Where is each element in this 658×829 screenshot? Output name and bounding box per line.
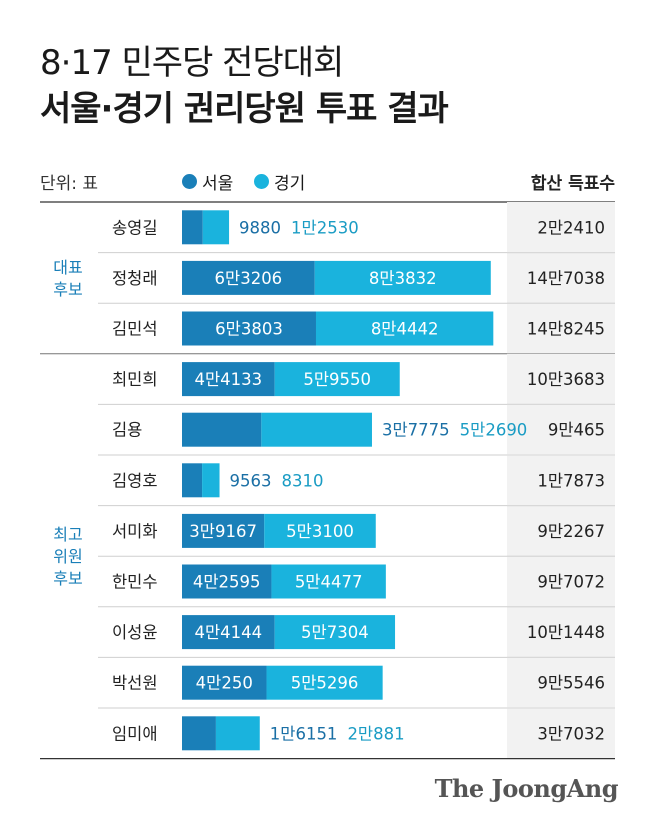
candidate-name: 임미애 (112, 724, 158, 743)
bar-label-gyeonggi: 2만881 (347, 724, 404, 743)
group-label: 대표 (53, 258, 82, 277)
candidate-name: 정청래 (112, 269, 158, 288)
candidate-name: 박선원 (112, 674, 158, 693)
title-line-2: 서울·경기 권리당원 투표 결과 (40, 89, 449, 129)
bar-gyeonggi (315, 311, 494, 346)
bar-label-gyeonggi: 5만4477 (295, 573, 363, 592)
bar-label-gyeonggi: 5만9550 (303, 370, 371, 389)
bar-label-seoul: 6만3206 (215, 269, 283, 288)
total-value: 9만5546 (537, 674, 605, 693)
candidate-name: 이성윤 (112, 623, 158, 642)
candidate-name: 서미화 (112, 522, 158, 541)
candidate-name: 김용 (112, 421, 142, 440)
total-value: 10만3683 (527, 370, 605, 389)
title-line-1: 8·17 민주당 전당대회 (40, 43, 344, 83)
bar-label-gyeonggi: 8만3832 (369, 269, 437, 288)
bar-label-seoul: 4만4144 (195, 623, 263, 642)
bar-seoul (182, 412, 262, 447)
candidate-name: 송영길 (112, 218, 158, 237)
bar-gyeonggi (274, 362, 400, 397)
total-value: 9만2267 (537, 522, 605, 541)
bar-seoul (182, 362, 275, 397)
bar-seoul (182, 564, 272, 599)
group-label: 최고 (53, 525, 82, 544)
total-header: 합산 득표수 (530, 174, 615, 194)
bar-label-seoul: 9880 (239, 218, 281, 237)
legend-item-seoul: 서울 (182, 169, 233, 194)
bar-seoul (182, 716, 216, 751)
legend-row: 단위: 표 서울 경기 합산 득표수 (40, 165, 615, 195)
total-value: 9만465 (548, 421, 605, 440)
bar-label-seoul: 1만6151 (270, 724, 338, 743)
candidate-name: 최민희 (112, 370, 158, 389)
total-value: 1만7873 (537, 471, 605, 490)
legend-dot-seoul (182, 174, 197, 189)
total-value: 14만7038 (527, 269, 605, 288)
total-value: 3만7032 (537, 724, 605, 743)
bar-label-gyeonggi: 5만7304 (301, 623, 369, 642)
unit-label: 단위: 표 (40, 174, 99, 194)
bar-seoul (182, 513, 265, 548)
bar-label-gyeonggi: 8만4442 (371, 320, 439, 339)
legend-label-gyeonggi: 경기 (274, 174, 306, 194)
bar-gyeonggi (215, 716, 260, 751)
bar-label-seoul: 3만7775 (382, 421, 450, 440)
bar-label-seoul: 6만3803 (215, 320, 283, 339)
total-value: 14만8245 (527, 320, 605, 339)
bar-gyeonggi (202, 210, 230, 245)
candidate-name: 김영호 (112, 471, 158, 490)
bar-seoul (182, 463, 203, 498)
bar-gyeonggi (314, 260, 491, 295)
total-value: 2만2410 (537, 218, 605, 237)
bar-label-gyeonggi: 5만2690 (460, 421, 528, 440)
legend-dot-gyeonggi (254, 174, 269, 189)
group-label: 후보 (53, 280, 82, 299)
group-label: 위원 (53, 547, 82, 566)
bar-gyeonggi (261, 412, 372, 447)
legend-item-gyeonggi: 경기 (254, 169, 305, 194)
bar-label-seoul: 4만4133 (195, 370, 263, 389)
bar-label-gyeonggi: 5만3100 (286, 522, 354, 541)
total-column-bg (507, 202, 615, 354)
bar-seoul (182, 260, 315, 295)
bar-label-gyeonggi: 5만5296 (291, 674, 359, 693)
bar-label-seoul: 3만9167 (189, 522, 257, 541)
bar-gyeonggi (271, 564, 386, 599)
total-value: 10만1448 (527, 623, 605, 642)
bar-label-seoul: 9563 (230, 471, 272, 490)
chart-title: 8·17 민주당 전당대회 서울·경기 권리당원 투표 결과 (40, 40, 449, 132)
bar-label-seoul: 4만250 (196, 674, 253, 693)
bar-label-gyeonggi: 1만2530 (291, 218, 359, 237)
bar-gyeonggi (264, 513, 376, 548)
bar-label-gyeonggi: 8310 (282, 471, 324, 490)
bar-gyeonggi (266, 665, 383, 700)
legend-label-seoul: 서울 (202, 174, 234, 194)
total-value: 9만7072 (537, 573, 605, 592)
bar-gyeonggi (202, 463, 220, 498)
bar-seoul (182, 665, 267, 700)
bar-seoul (182, 615, 275, 650)
group-label: 후보 (53, 569, 82, 588)
bar-label-seoul: 4만2595 (193, 573, 261, 592)
bar-seoul (182, 311, 316, 346)
bar-seoul (182, 210, 203, 245)
candidate-name: 김민석 (112, 320, 158, 339)
publisher-logo: The JoongAng (434, 774, 619, 803)
candidate-name: 한민수 (112, 573, 158, 592)
bar-gyeonggi (274, 615, 396, 650)
